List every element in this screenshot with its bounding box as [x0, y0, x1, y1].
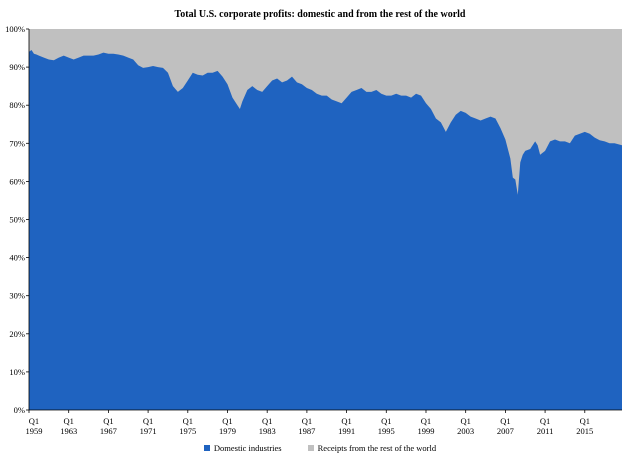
y-tick-label: 40% [9, 253, 25, 263]
x-axis-ticks: Q11959Q11963Q11967Q11971Q11975Q11979Q119… [26, 410, 593, 436]
legend-swatch-domestic [203, 445, 210, 451]
x-tick-year: 1979 [219, 426, 236, 436]
x-tick-quarter: Q1 [421, 416, 431, 426]
y-axis-ticks: 0% 10% 20% 30% 40% 50% 60% 70% 80% 90% 100% [5, 24, 29, 415]
x-tick-quarter: Q1 [381, 416, 391, 426]
x-tick-quarter: Q1 [262, 416, 272, 426]
x-tick-year: 2011 [537, 426, 554, 436]
x-tick-year: 1983 [259, 426, 276, 436]
x-tick-year: 2003 [457, 426, 474, 436]
y-tick-label: 20% [9, 329, 25, 339]
x-tick-year: 1999 [417, 426, 434, 436]
x-tick-quarter: Q1 [183, 416, 193, 426]
x-tick-quarter: Q1 [341, 416, 351, 426]
y-tick-label: 50% [9, 215, 25, 225]
y-tick-label: 60% [9, 176, 25, 186]
x-tick-year: 1959 [26, 426, 43, 436]
y-tick-label: 10% [9, 367, 25, 377]
x-tick-year: 1991 [338, 426, 355, 436]
x-tick-year: 1995 [378, 426, 395, 436]
x-tick-quarter: Q1 [29, 416, 39, 426]
x-tick-year: 1975 [179, 426, 196, 436]
x-tick-year: 1971 [140, 426, 157, 436]
x-tick-quarter: Q1 [580, 416, 590, 426]
y-tick-label: 70% [9, 138, 25, 148]
x-tick-quarter: Q1 [143, 416, 153, 426]
y-tick-label: 30% [9, 291, 25, 301]
x-tick-quarter: Q1 [64, 416, 74, 426]
x-tick-year: 2015 [576, 426, 593, 436]
x-tick-quarter: Q1 [540, 416, 550, 426]
y-tick-label: 80% [9, 100, 25, 110]
x-tick-year: 2007 [497, 426, 514, 436]
x-tick-year: 1987 [298, 426, 315, 436]
x-tick-quarter: Q1 [500, 416, 510, 426]
x-tick-quarter: Q1 [460, 416, 470, 426]
legend-label-rest-of-world: Receipts from the rest of the world [317, 443, 437, 453]
domestic-area [29, 49, 622, 411]
x-tick-quarter: Q1 [103, 416, 113, 426]
x-tick-year: 1963 [60, 426, 77, 436]
legend-swatch-rest-of-world [307, 445, 314, 451]
y-tick-label: 0% [14, 405, 25, 415]
x-tick-quarter: Q1 [302, 416, 312, 426]
chart-title: Total U.S. corporate profits: domestic a… [174, 9, 466, 20]
x-tick-year: 1967 [100, 426, 117, 436]
legend: Domestic industries Receipts from the re… [0, 443, 640, 453]
legend-label-domestic: Domestic industries [213, 443, 282, 453]
legend-entry-rest-of-world: Receipts from the rest of the world [307, 443, 437, 453]
legend-entry-domestic: Domestic industries [203, 443, 282, 453]
y-tick-label: 90% [9, 62, 25, 72]
x-tick-quarter: Q1 [222, 416, 232, 426]
y-tick-label: 100% [5, 24, 25, 34]
